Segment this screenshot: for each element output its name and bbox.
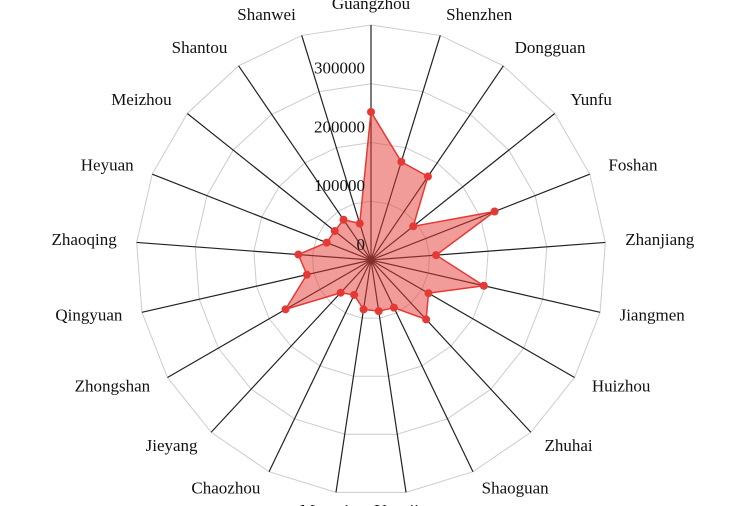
tick-label: 100000 <box>314 176 365 195</box>
category-label: Jiangmen <box>620 306 686 325</box>
data-point <box>350 290 359 299</box>
data-point <box>374 307 383 316</box>
category-label: Zhongshan <box>75 376 151 395</box>
tick-label: 200000 <box>314 117 365 136</box>
data-point <box>397 157 406 166</box>
category-label: Yunfu <box>570 90 612 109</box>
data-point <box>367 107 375 116</box>
data-point <box>422 315 431 324</box>
category-label: Shantou <box>172 38 228 57</box>
data-point <box>490 207 499 216</box>
data-point <box>479 281 488 290</box>
data-point <box>339 215 348 224</box>
category-label: Jieyang <box>146 436 198 455</box>
data-point <box>424 289 433 298</box>
data-point <box>409 222 418 231</box>
data-point <box>336 288 345 297</box>
category-label: Zhaoqing <box>52 230 118 249</box>
outer-ring <box>136 24 606 493</box>
category-label: Dongguan <box>515 38 586 57</box>
data-point <box>355 219 364 228</box>
category-label: Shanwei <box>237 5 296 24</box>
category-label: Shaoguan <box>482 479 550 498</box>
tick-label: 0 <box>357 235 366 254</box>
data-point <box>432 251 441 260</box>
category-label: Shenzhen <box>446 5 513 24</box>
data-point <box>281 305 290 314</box>
category-label: Heyuan <box>81 156 134 175</box>
data-point <box>330 227 339 236</box>
grid-ring <box>253 141 489 377</box>
tick-label: 300000 <box>314 59 365 78</box>
data-point <box>294 250 303 259</box>
data-point <box>302 270 311 279</box>
data-point <box>423 172 432 181</box>
category-label: Maoming <box>300 501 367 506</box>
data-point <box>389 303 398 312</box>
category-label: Zhuhai <box>544 436 592 455</box>
grid-ring <box>194 83 548 435</box>
category-label: Guangzhou <box>332 0 411 13</box>
category-label: Huizhou <box>592 376 651 395</box>
category-label: Qingyuan <box>55 306 123 325</box>
category-label: Foshan <box>608 156 658 175</box>
category-label: Chaozhou <box>191 479 260 498</box>
data-point <box>322 238 331 247</box>
series-area <box>283 109 496 321</box>
category-label: Meizhou <box>111 90 172 109</box>
data-point <box>359 305 368 314</box>
category-label: Yangjiang <box>374 501 444 506</box>
category-label: Zhanjiang <box>625 230 694 249</box>
